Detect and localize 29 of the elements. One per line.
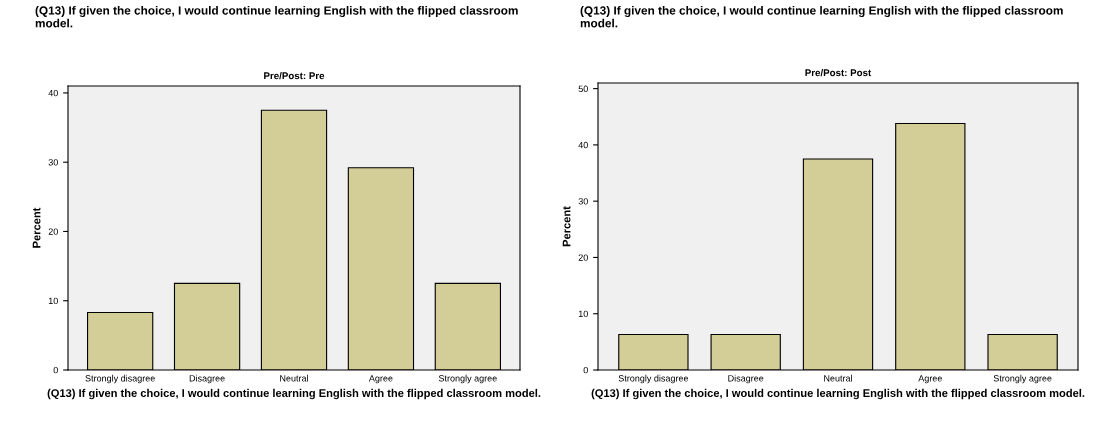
y-axis-title: Percent — [562, 206, 571, 247]
y-tick-label: 0 — [583, 366, 588, 374]
y-tick-label: 10 — [48, 297, 58, 305]
y-tick-label: 10 — [578, 310, 588, 318]
x-tick-label: Strongly disagree — [618, 374, 689, 384]
x-tick-label: Disagree — [728, 374, 764, 384]
y-tick-label: 0 — [53, 366, 58, 374]
x-tick-label: Neutral — [824, 374, 852, 382]
y-tick-label: 20 — [48, 228, 58, 235]
y-tick-label: 20 — [578, 254, 588, 261]
chart-title: (Q13) If given the choice, I would continue learning English with the flipped classroom model. — [35, 6, 518, 28]
y-axis-title: Percent — [32, 207, 41, 248]
y-tick-label: 30 — [578, 198, 588, 205]
chart-title: (Q13) If given the choice, I would continue learning English with the flipped classroom model. — [580, 6, 1063, 28]
x-tick-label: Strongly agree — [438, 374, 497, 384]
x-tick-label: Strongly disagree — [85, 374, 155, 384]
x-axis-title: (Q13) If given the choice, I would continue learning English with the flipped classroom model. — [47, 388, 541, 400]
x-tick-label: Neutral — [280, 374, 308, 382]
y-tick-label: 40 — [48, 89, 58, 97]
y-tick-label: 50 — [578, 85, 588, 92]
x-axis-title: (Q13) If given the choice, I would continue learning English with the flipped classroom model. — [591, 388, 1085, 400]
x-tick-label: Strongly agree — [993, 374, 1052, 384]
x-tick-label: Agree — [918, 375, 942, 384]
y-tick-label: 40 — [578, 141, 588, 149]
y-tick-label: 30 — [48, 159, 58, 166]
chart-subtitle: Pre/Post: Post — [805, 69, 872, 77]
chart-subtitle: Pre/Post: Pre — [264, 72, 325, 80]
x-tick-label: Disagree — [189, 374, 225, 384]
x-tick-label: Agree — [368, 375, 393, 384]
